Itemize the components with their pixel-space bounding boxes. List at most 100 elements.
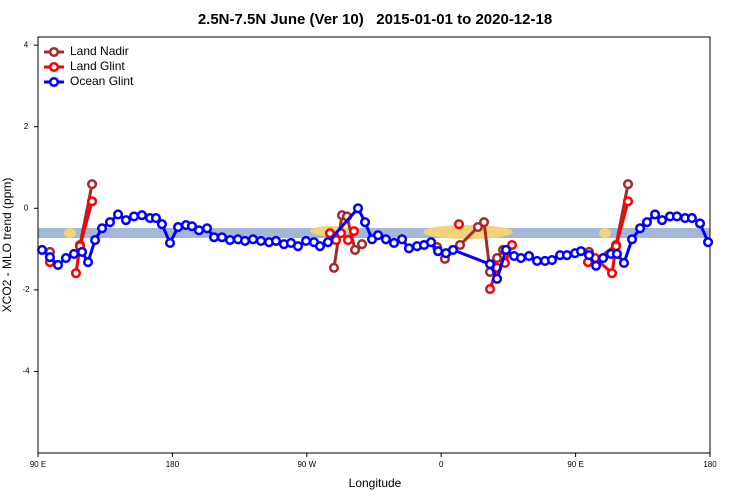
point [546,255,558,266]
y-tick-label: 2 [24,122,29,131]
point [454,239,466,251]
legend-marker [48,76,60,88]
point [425,237,437,248]
point [561,250,572,261]
point [492,253,503,264]
point [575,246,587,257]
point [82,257,94,268]
point [52,259,64,271]
point [150,213,162,224]
point [703,237,714,248]
point [68,248,80,260]
point [583,250,595,261]
plot-frame [37,36,711,454]
point [349,244,361,255]
point [70,268,81,279]
point [216,232,228,243]
point [112,209,124,220]
point [314,241,325,252]
point [186,221,198,232]
point [506,239,518,251]
point [193,225,205,236]
point [447,244,459,255]
point [622,196,634,207]
point [372,230,384,241]
x-tick-label: 0 [439,460,444,469]
point [649,209,661,220]
point [472,222,483,233]
point [239,235,251,246]
point [164,237,176,249]
point [36,244,48,255]
point [484,259,496,270]
point [433,246,444,257]
point [397,234,408,245]
point [44,252,55,263]
point [60,253,71,264]
point [292,241,304,252]
point [657,215,668,226]
y-tick-label: 0 [24,203,29,212]
point [591,260,602,271]
point [87,196,98,207]
x-tick-label: 90 E [567,460,583,469]
point [641,217,653,228]
point [255,235,267,246]
point [671,211,683,222]
point [359,217,371,228]
point [97,223,108,234]
point [128,211,140,222]
chart-title: 2.5N-7.5N June (Ver 10) 2015-01-01 to 20… [198,11,552,28]
point [618,257,630,268]
legend-label: Land Glint [70,59,125,73]
y-tick-label: -4 [22,367,30,376]
point [635,223,646,234]
point [686,213,697,224]
point [328,262,340,273]
y-tick-label: 4 [24,40,29,49]
point [500,244,512,255]
point [209,232,220,243]
legend-label: Ocean Glint [70,74,134,88]
point [523,250,535,262]
point [515,253,526,264]
x-tick-label: 180 [166,460,180,469]
point [87,179,98,190]
legend-marker [48,61,60,73]
point [348,226,360,237]
legend-label: Land Nadir [70,44,129,58]
point [247,234,259,245]
x-tick-label: 90 E [30,460,46,469]
point [479,217,490,228]
y-axis-label: XCO2 - MLO trend (ppm) [0,178,14,313]
land-shape [599,228,611,238]
point [403,243,414,254]
point [388,237,400,249]
point [322,237,334,248]
point [357,239,368,250]
land-shape [64,228,76,238]
point [301,235,312,246]
point [104,217,116,228]
point [352,203,364,214]
point [201,223,213,234]
point [270,235,282,246]
point [120,215,132,226]
point [622,179,634,190]
point [598,253,609,264]
point [324,228,335,239]
point [611,241,622,252]
land-shape [423,225,513,239]
point [173,222,184,233]
point [626,234,638,245]
point [380,234,391,245]
x-tick-label: 90 W [297,460,316,469]
legend-marker [48,46,60,58]
point [453,219,465,230]
y-tick-label: -2 [22,285,30,294]
point [224,235,236,246]
point [611,248,623,260]
point [342,235,354,246]
